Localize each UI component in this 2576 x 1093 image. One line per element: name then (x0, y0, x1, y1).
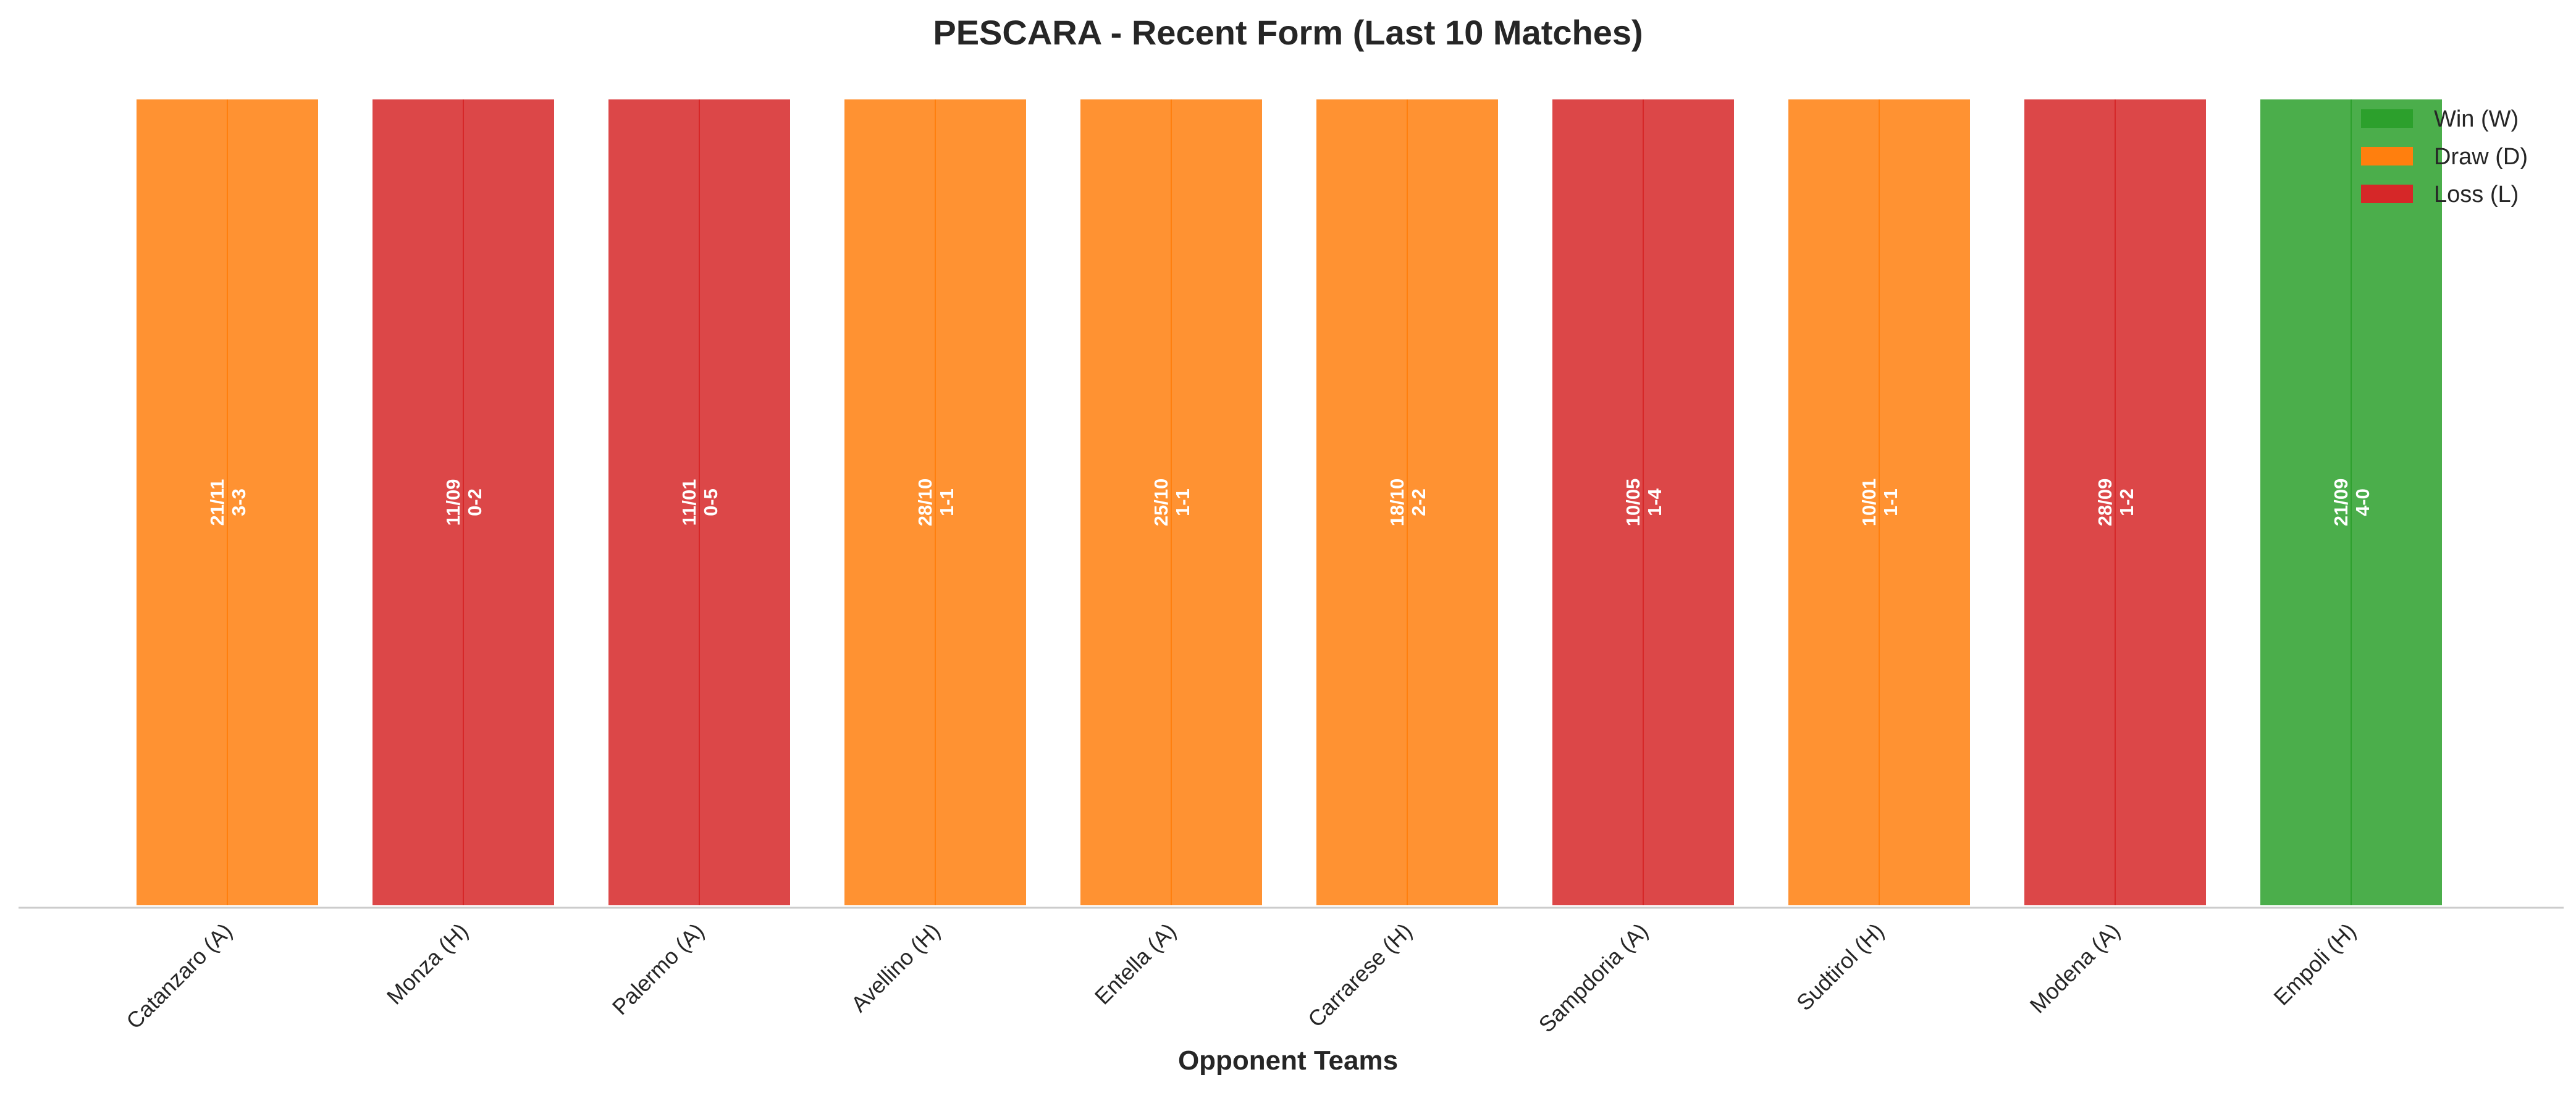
chart-title: PESCARA - Recent Form (Last 10 Matches) (933, 13, 1643, 52)
bar-date-label: 25/10 (1150, 479, 1172, 527)
bar-date-label: 21/09 (2330, 479, 2352, 527)
bar-score-label: 1-4 (1644, 488, 1665, 516)
bar-data-label: 10/011-1 (1858, 479, 1901, 527)
bar-date-label: 11/09 (442, 479, 464, 526)
x-tick-label: Empoli (H) (2268, 918, 2360, 1010)
bar-date-label: 28/10 (914, 479, 936, 527)
x-tick-label: Carrarese (H) (1303, 918, 1417, 1032)
bar-score-label: 3-3 (228, 488, 250, 516)
bar-score-label: 1-1 (936, 488, 958, 516)
bar-data-label: 25/101-1 (1150, 479, 1193, 527)
bar-data-label: 10/051-4 (1622, 479, 1665, 527)
bar-data-label: 28/091-2 (2094, 479, 2137, 527)
bar-data-label: 11/010-5 (678, 479, 722, 526)
bar-date-label: 10/05 (1622, 479, 1644, 527)
legend-swatch (2361, 185, 2413, 203)
bar-score-label: 2-2 (1408, 488, 1429, 516)
bar-score-label: 1-1 (1880, 488, 1901, 516)
x-tick-label: Monza (H) (382, 918, 473, 1010)
x-tick-label: Catanzaro (A) (121, 918, 237, 1034)
bar-date-label: 11/01 (678, 479, 700, 526)
bar-data-label: 11/090-2 (442, 479, 486, 526)
legend: Win (W) Draw (D) Loss (L) (2361, 106, 2528, 207)
bar-score-label: 4-0 (2352, 488, 2373, 516)
x-tick-labels: Catanzaro (A) Monza (H) Palermo (A) Avellin… (121, 918, 2360, 1037)
bars-group: 21/113-3 11/090-2 11/010-5 28/101-1 25/101-1… (134, 97, 2444, 908)
legend-swatch (2361, 109, 2413, 128)
x-axis-label: Opponent Teams (1178, 1045, 1398, 1076)
x-tick-label: Sampdoria (A) (1534, 918, 1653, 1037)
legend-swatch (2361, 147, 2413, 165)
bar-data-label: 28/101-1 (914, 479, 958, 527)
bar-score-label: 0-2 (464, 488, 486, 516)
bar-date-label: 18/10 (1386, 479, 1408, 527)
x-tick-label: Sudtirol (H) (1791, 918, 1889, 1016)
bar-data-label: 21/113-3 (206, 479, 250, 526)
bar-score-label: 0-5 (700, 488, 722, 516)
x-tick-label: Palermo (A) (607, 918, 709, 1020)
bar-date-label: 28/09 (2094, 479, 2116, 527)
x-tick-label: Entella (A) (1090, 918, 1181, 1010)
bar-date-label: 10/01 (1858, 479, 1880, 527)
legend-label: Draw (D) (2434, 144, 2528, 170)
legend-label: Win (W) (2434, 106, 2519, 132)
bar-data-label: 21/094-0 (2330, 479, 2373, 527)
bar-date-label: 21/11 (206, 479, 228, 526)
bar-data-label: 18/102-2 (1386, 479, 1429, 527)
bar-score-label: 1-2 (2116, 488, 2137, 516)
legend-label: Loss (L) (2434, 182, 2519, 207)
x-tick-label: Avellino (H) (846, 918, 945, 1017)
bar-score-label: 1-1 (1172, 488, 1193, 516)
x-tick-label: Modena (A) (2025, 918, 2125, 1018)
